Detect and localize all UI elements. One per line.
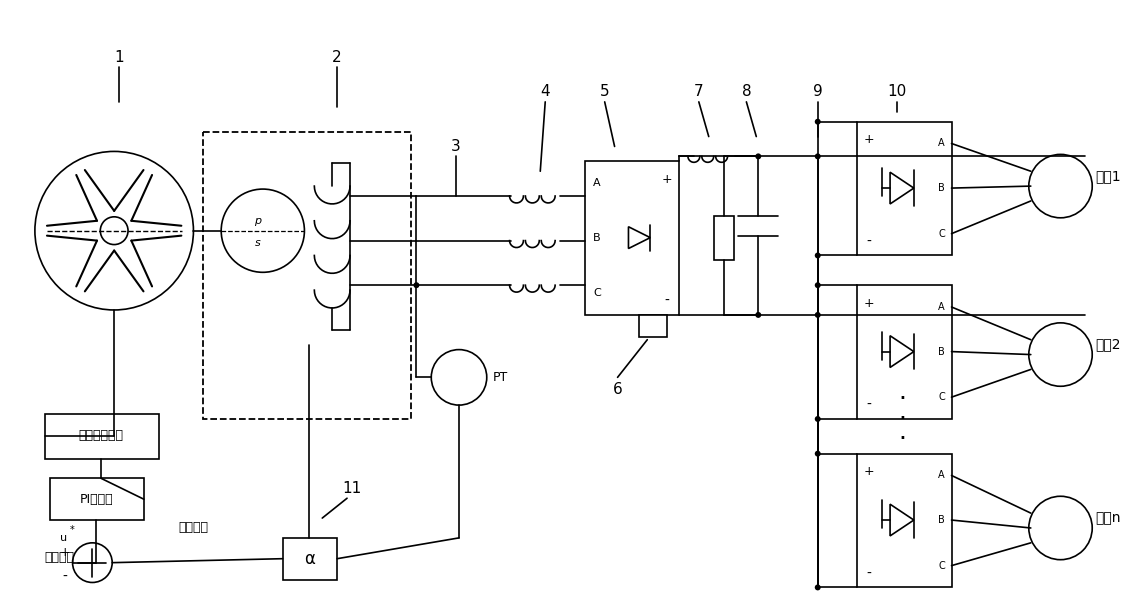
Text: A: A bbox=[938, 470, 945, 481]
Bar bbox=[283, 538, 337, 579]
Circle shape bbox=[100, 217, 128, 245]
Text: -: - bbox=[63, 569, 67, 584]
Circle shape bbox=[815, 312, 821, 318]
Bar bbox=[857, 454, 952, 587]
Circle shape bbox=[815, 282, 821, 288]
Text: C: C bbox=[938, 561, 945, 571]
Text: 电压反馈: 电压反馈 bbox=[179, 522, 209, 535]
Text: 负载n: 负载n bbox=[1096, 511, 1121, 525]
Text: B: B bbox=[938, 515, 945, 525]
Text: C: C bbox=[938, 392, 945, 402]
Text: 10: 10 bbox=[887, 85, 906, 99]
Text: B: B bbox=[938, 183, 945, 193]
Circle shape bbox=[414, 282, 420, 288]
Text: 11: 11 bbox=[342, 481, 361, 496]
Circle shape bbox=[815, 416, 821, 422]
Circle shape bbox=[815, 451, 821, 457]
Text: C: C bbox=[938, 229, 945, 238]
Circle shape bbox=[815, 119, 821, 124]
Text: -: - bbox=[665, 294, 669, 308]
Text: 5: 5 bbox=[600, 85, 610, 99]
Text: 电压给定: 电压给定 bbox=[44, 551, 75, 564]
Bar bbox=[857, 285, 952, 419]
Text: +: + bbox=[864, 133, 874, 146]
Text: +: + bbox=[662, 173, 673, 186]
Text: 8: 8 bbox=[742, 85, 751, 99]
Text: 9: 9 bbox=[813, 85, 823, 99]
Text: 2: 2 bbox=[333, 50, 342, 65]
Circle shape bbox=[756, 153, 762, 159]
Text: 4: 4 bbox=[540, 85, 549, 99]
Circle shape bbox=[815, 153, 821, 159]
Text: *: * bbox=[70, 525, 74, 535]
Circle shape bbox=[756, 312, 762, 318]
Text: A: A bbox=[593, 178, 601, 188]
Text: PT: PT bbox=[492, 371, 508, 384]
Text: A: A bbox=[938, 302, 945, 312]
Bar bbox=[50, 478, 144, 520]
Bar bbox=[640, 315, 667, 337]
Text: PI调节器: PI调节器 bbox=[80, 493, 113, 506]
Text: 3: 3 bbox=[451, 139, 461, 154]
Bar bbox=[203, 132, 412, 419]
Circle shape bbox=[815, 584, 821, 590]
Circle shape bbox=[815, 253, 821, 259]
Bar bbox=[585, 161, 679, 315]
Text: ·: · bbox=[898, 427, 906, 451]
Text: +: + bbox=[864, 465, 874, 478]
Text: s: s bbox=[255, 238, 261, 248]
Text: A: A bbox=[938, 139, 945, 148]
Text: 6: 6 bbox=[612, 382, 622, 397]
Text: +: + bbox=[864, 297, 874, 310]
Text: 1: 1 bbox=[114, 50, 124, 65]
Text: C: C bbox=[593, 288, 601, 298]
Text: 负载1: 负载1 bbox=[1096, 169, 1121, 183]
Bar bbox=[44, 414, 158, 459]
Text: ·: · bbox=[898, 387, 906, 411]
Text: 7: 7 bbox=[694, 85, 703, 99]
Text: B: B bbox=[938, 346, 945, 357]
Text: -: - bbox=[866, 566, 872, 581]
Text: B: B bbox=[593, 232, 601, 243]
Text: -: - bbox=[866, 235, 872, 249]
Text: 燃料调节机构: 燃料调节机构 bbox=[79, 429, 124, 443]
Bar bbox=[857, 122, 952, 256]
Text: ·: · bbox=[898, 407, 906, 431]
Text: 负载2: 负载2 bbox=[1096, 338, 1121, 352]
Text: α: α bbox=[304, 550, 315, 568]
Text: u: u bbox=[59, 533, 67, 543]
Text: -: - bbox=[866, 398, 872, 412]
Bar bbox=[714, 216, 733, 261]
Text: p: p bbox=[254, 216, 261, 226]
Text: +: + bbox=[59, 546, 70, 559]
